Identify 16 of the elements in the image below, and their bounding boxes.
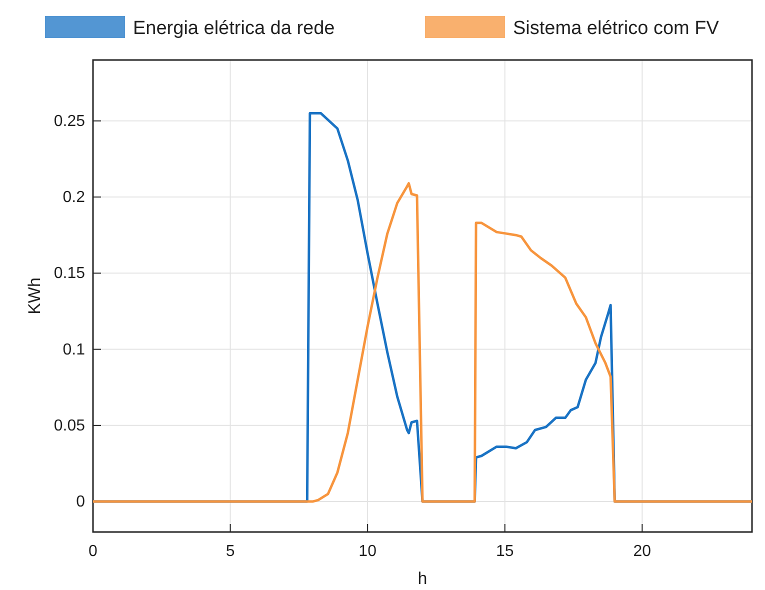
y-tick-label: 0.25 (54, 112, 86, 130)
x-tick-label: 10 (358, 543, 377, 560)
legend-label: Sistema elétrico com FV (513, 18, 720, 39)
y-tick-label: 0.1 (62, 341, 86, 358)
x-tick-label: 15 (496, 543, 514, 560)
y-axis-title: KWh (25, 278, 44, 314)
y-tick-label: 0 (76, 494, 86, 511)
x-tick-label: 5 (226, 543, 235, 560)
x-axis-title: h (418, 569, 428, 588)
line-series (93, 182, 752, 503)
y-tick-label: 0.2 (62, 189, 86, 206)
y-tick-label: 0.15 (54, 265, 86, 282)
y-tick-label: 0.05 (54, 417, 86, 434)
legend-label: Energia elétrica da rede (133, 18, 335, 39)
x-tick-label: 20 (633, 543, 652, 560)
x-tick-label: 0 (88, 543, 98, 560)
